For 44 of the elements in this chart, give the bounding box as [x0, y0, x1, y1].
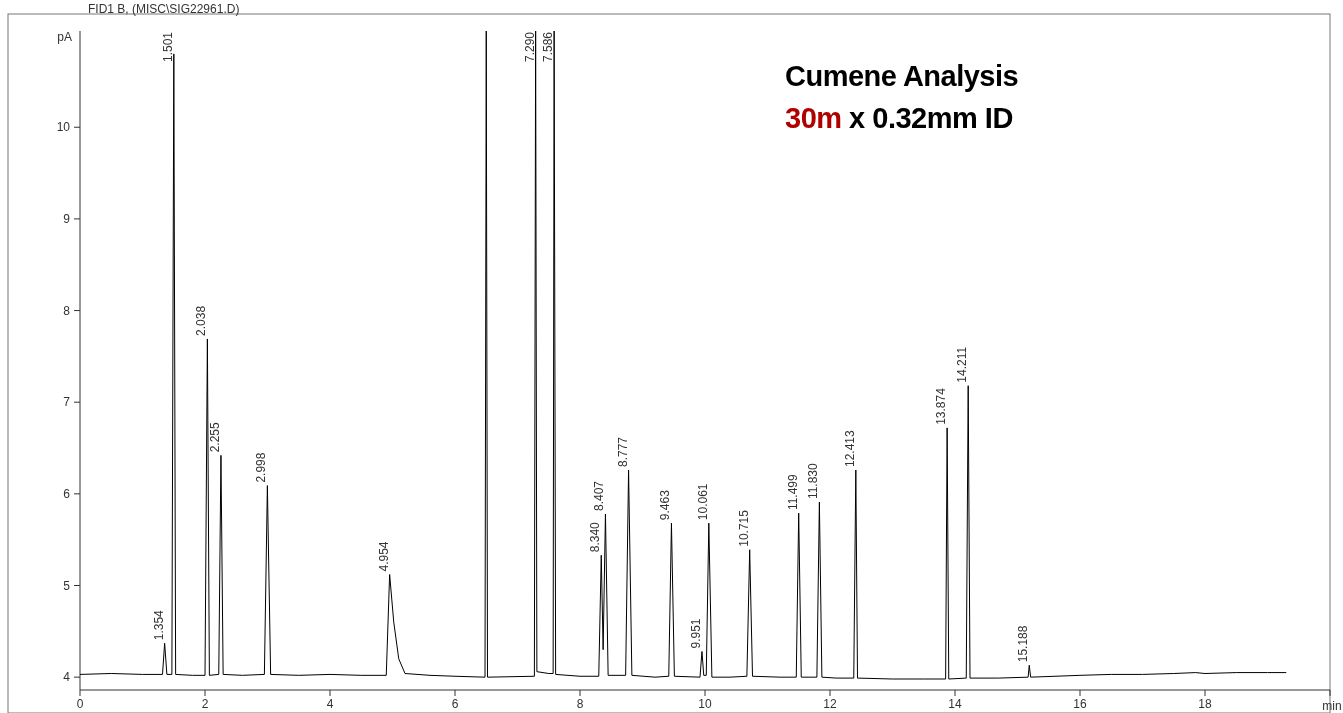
annotation: 2.998	[254, 452, 269, 483]
y-tick-label: 7	[63, 395, 71, 410]
annotation: 10.061	[695, 483, 710, 521]
x-tick-label: 4	[326, 697, 334, 711]
x-tick-label: 18	[1198, 697, 1212, 711]
y-tick-label: 9	[63, 212, 71, 227]
annotation: 7.586	[541, 31, 556, 63]
annotation: 14.211	[955, 346, 970, 383]
x-tick-label: 2	[201, 697, 209, 711]
annotation: 10.715	[736, 509, 751, 547]
annotation: 13.874	[934, 387, 949, 425]
annotation: 8.340	[588, 521, 603, 553]
annotation: 8.407	[592, 480, 607, 512]
annotation: 9.951	[688, 618, 703, 649]
annotation: 7.290	[522, 31, 537, 63]
annotation: 1.354	[151, 609, 166, 641]
annotation: 4.954	[376, 541, 391, 572]
annotation: 2.255	[207, 422, 222, 453]
annotation: 8.777	[615, 436, 630, 468]
x-tick-label: 14	[948, 697, 962, 711]
x-tick-label: 6	[451, 697, 459, 711]
x-tick-label: 8	[576, 697, 584, 711]
text: Cumene Analysis	[785, 60, 1019, 92]
y-tick-label: 6	[63, 487, 71, 502]
x-tick-label: 0	[76, 697, 84, 711]
annotation: 9.463	[658, 489, 673, 521]
annotation: 1.501	[160, 31, 175, 63]
y-tick-label: 8	[63, 303, 71, 318]
x-tick-label: 16	[1073, 697, 1087, 711]
annotation: 15.188	[1016, 625, 1031, 663]
y-tick-label: 4	[63, 670, 71, 685]
x-tick-label: 12	[823, 697, 837, 711]
y-axis-title: pA	[57, 30, 72, 44]
text: FID1 B, (MISC\SIG22961.D)	[88, 2, 240, 16]
annotation: 12.413	[842, 430, 857, 468]
text: 30m x 0.32mm ID	[785, 102, 1013, 134]
x-tick-label: 10	[698, 697, 712, 711]
x-axis-title: min	[1322, 699, 1342, 713]
y-tick-label: 5	[63, 578, 71, 593]
line-series	[79, 30, 1287, 680]
annotation: 2.038	[194, 305, 209, 336]
annotation: 11.499	[785, 473, 800, 511]
annotation: 11.830	[806, 462, 821, 500]
y-tick-label: 10	[56, 120, 71, 135]
